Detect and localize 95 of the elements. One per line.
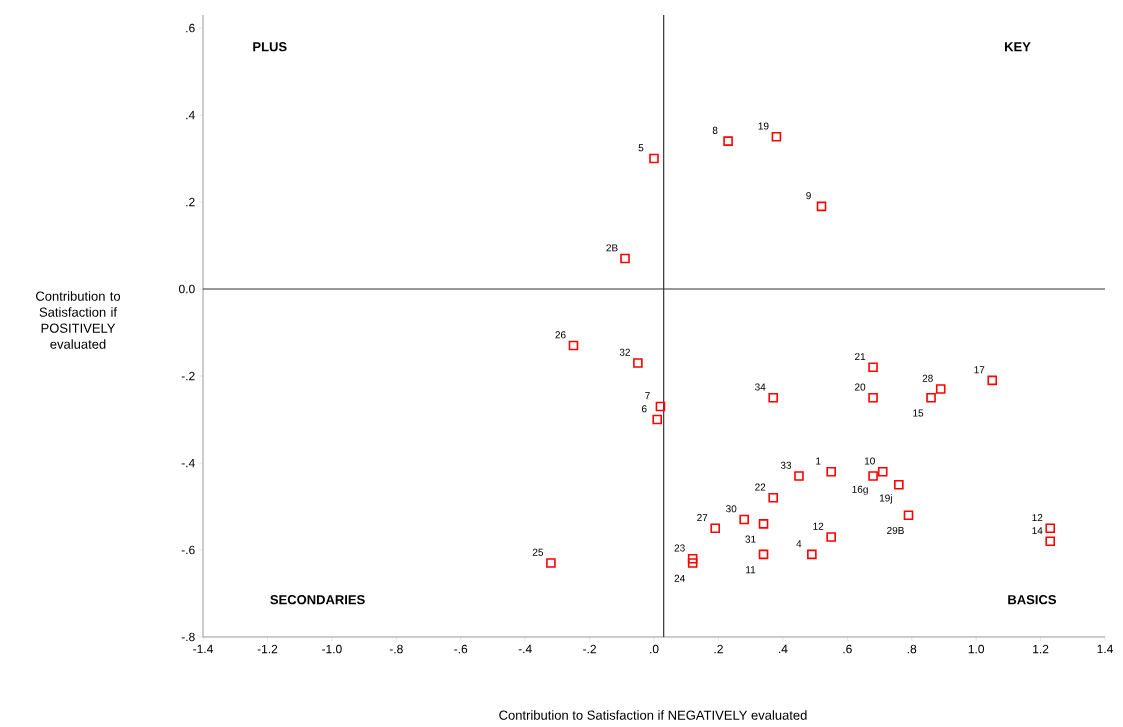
x-tick-label: -1.4 — [193, 644, 213, 654]
annotation: 23 — [674, 544, 685, 552]
y-tick-label: .6 — [186, 23, 195, 33]
x-tick-label: 1.4 — [1097, 644, 1113, 654]
x-tick-label: 1.2 — [1033, 644, 1049, 654]
point — [687, 558, 698, 568]
y-axis-title: Contribution to Satisfaction if POSITIVELY evaluated — [36, 291, 121, 349]
x-tick-label: .6 — [843, 644, 852, 654]
y-tick-label: .4 — [186, 110, 195, 120]
point — [758, 549, 769, 560]
y-tick-label: .2 — [186, 197, 195, 207]
annotation: 30 — [726, 505, 737, 513]
y-tick-label: -.8 — [181, 632, 195, 642]
x-axis-title: Contribution to Satisfaction if NEGATIVELY evaluated — [499, 710, 807, 720]
x-tick-label: .4 — [778, 644, 788, 654]
y-tick-label: 0.0 — [179, 284, 195, 294]
annotation: 15 — [913, 409, 924, 417]
annotation: PLUS — [253, 42, 287, 52]
annotation: 16g — [852, 485, 868, 495]
point — [546, 558, 556, 568]
annotation: 12 — [1032, 514, 1043, 522]
x-tick-label: .0 — [650, 644, 659, 654]
point — [794, 471, 804, 481]
point — [868, 362, 878, 373]
point — [1045, 523, 1056, 534]
point — [868, 392, 878, 403]
annotation: 31 — [745, 535, 756, 543]
annotation: 7 — [645, 392, 650, 400]
annotation: 1 — [816, 457, 821, 465]
x-tick-label: -.8 — [389, 644, 403, 654]
x-tick-label: -1.0 — [322, 644, 342, 654]
annotation: 2B — [606, 244, 618, 252]
point — [807, 549, 817, 560]
annotation: 34 — [755, 383, 766, 391]
x-tick-label: .2 — [714, 644, 723, 654]
annotation: 11 — [746, 566, 756, 574]
point — [633, 358, 643, 368]
annotation: 9 — [806, 192, 811, 200]
annotation: 12 — [813, 522, 824, 530]
point — [710, 523, 721, 534]
point — [935, 384, 946, 394]
point — [652, 414, 663, 425]
annotation: 5 — [638, 144, 644, 152]
annotation: 29B — [887, 526, 904, 534]
annotation: 20 — [855, 383, 866, 391]
annotation: 19j — [879, 494, 892, 504]
point — [826, 532, 836, 542]
point — [894, 479, 904, 490]
point — [877, 466, 888, 477]
point — [816, 201, 827, 212]
annotation: 6 — [641, 405, 647, 413]
annotation: 33 — [780, 461, 792, 469]
point — [723, 136, 733, 146]
annotation: 32 — [619, 348, 630, 356]
annotation: SECONDARIES — [270, 595, 365, 605]
point — [1045, 536, 1056, 547]
annotation: 21 — [855, 353, 866, 361]
annotation: 4 — [796, 540, 802, 548]
point — [903, 510, 914, 520]
x-tick-label: -.4 — [518, 644, 532, 654]
annotation: BASICS — [1008, 595, 1056, 605]
point — [649, 153, 659, 164]
point — [768, 392, 778, 403]
annotation: 19 — [758, 122, 769, 130]
annotation: 28 — [922, 374, 933, 382]
annotation: 14 — [1032, 527, 1043, 535]
point — [739, 514, 750, 525]
annotation: 17 — [974, 366, 985, 374]
annotation: 8 — [712, 126, 718, 134]
point — [687, 553, 698, 564]
x-tick-label: .8 — [907, 644, 917, 654]
point — [926, 392, 936, 403]
point — [620, 253, 630, 264]
x-tick-label: -.2 — [583, 644, 596, 654]
point — [987, 375, 998, 386]
annotation: KEY — [1005, 42, 1031, 52]
annotation: 24 — [674, 574, 685, 582]
y-tick-label: -.2 — [181, 371, 195, 381]
y-tick-label: -.4 — [181, 458, 195, 468]
point — [771, 131, 782, 142]
point — [768, 492, 778, 503]
annotation: 22 — [755, 483, 766, 491]
point — [868, 471, 878, 481]
x-tick-label: -1.2 — [257, 644, 278, 654]
x-tick-label: -.6 — [454, 644, 468, 654]
annotation: 26 — [555, 331, 566, 339]
point — [758, 519, 769, 529]
annotation: 27 — [697, 514, 708, 522]
annotation: 25 — [532, 548, 544, 556]
point — [826, 466, 836, 477]
y-tick-label: -.6 — [181, 545, 195, 555]
x-tick-label: 1.0 — [968, 644, 985, 654]
point — [655, 401, 666, 412]
annotation: 10 — [864, 457, 875, 465]
point — [568, 340, 579, 351]
